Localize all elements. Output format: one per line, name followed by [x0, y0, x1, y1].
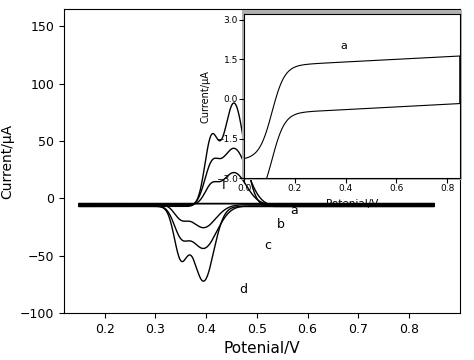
- Text: a: a: [340, 41, 347, 51]
- Text: a: a: [290, 204, 298, 217]
- Text: b: b: [277, 218, 285, 231]
- Y-axis label: Current/μA: Current/μA: [0, 123, 14, 199]
- Text: d: d: [239, 283, 247, 296]
- Y-axis label: Current/μA: Current/μA: [201, 70, 210, 123]
- X-axis label: Potenial/V: Potenial/V: [224, 342, 300, 356]
- Text: II: II: [251, 156, 258, 169]
- Text: I: I: [222, 179, 226, 192]
- Text: c: c: [264, 239, 272, 252]
- X-axis label: Potenial/V: Potenial/V: [326, 199, 378, 209]
